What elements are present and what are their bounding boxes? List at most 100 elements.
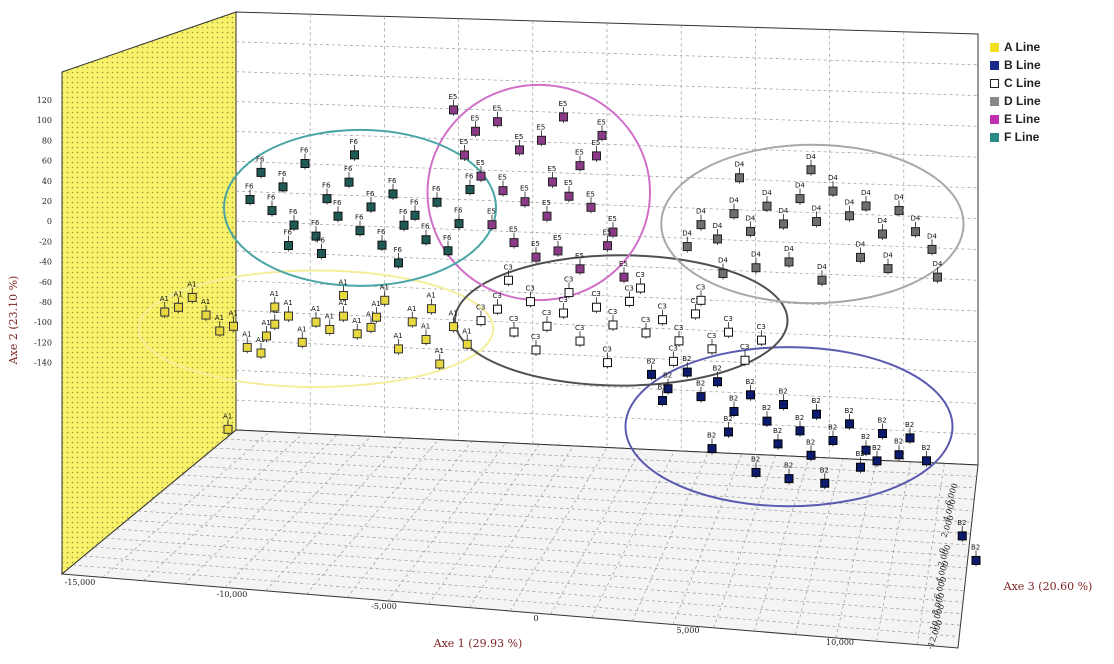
data-point: [410, 210, 420, 220]
point-label: C3: [603, 346, 612, 354]
data-point: [603, 358, 612, 368]
data-point: [509, 327, 519, 337]
point-label: D4: [812, 205, 822, 213]
data-point: [658, 315, 667, 325]
data-point: [504, 275, 513, 285]
point-label: F6: [267, 194, 276, 202]
point-label: A1: [372, 300, 381, 308]
point-label: A1: [262, 319, 271, 327]
data-point: [812, 409, 821, 419]
point-label: B2: [713, 365, 722, 373]
point-label: C3: [476, 304, 485, 312]
point-label: C3: [674, 324, 683, 332]
data-point: [751, 467, 761, 477]
grid-line: [235, 101, 979, 127]
data-point: [592, 302, 601, 312]
legend-swatch: [990, 60, 999, 70]
legend-swatch: [990, 78, 999, 88]
z-tick-label: 0: [937, 547, 947, 555]
data-point: [366, 322, 376, 332]
point-label: A1: [449, 310, 458, 318]
point-label: A1: [339, 299, 348, 307]
point-label: D4: [911, 215, 921, 223]
point-label: F6: [278, 170, 287, 178]
y-tick-label: 100: [37, 116, 52, 125]
data-point: [559, 112, 568, 122]
point-label: A1: [242, 330, 251, 338]
data-point: [229, 321, 238, 331]
point-label: D4: [894, 193, 904, 201]
ellipse-e-line: [426, 83, 651, 302]
data-point: [729, 406, 739, 416]
point-label: B2: [820, 466, 829, 474]
point-label: A1: [174, 290, 183, 298]
data-point: [407, 317, 417, 327]
point-label: C3: [757, 323, 766, 331]
point-label: F6: [355, 214, 364, 222]
data-point: [421, 334, 431, 344]
grid-line: [235, 310, 979, 343]
point-label: D4: [718, 257, 728, 265]
point-label: B2: [806, 438, 815, 446]
data-point: [427, 304, 436, 314]
point-label: C3: [707, 332, 716, 340]
data-point: [729, 209, 739, 219]
point-label: B2: [724, 415, 733, 423]
data-point: [526, 297, 535, 307]
data-point: [262, 331, 271, 341]
legend: A Line B Line C Line D Line E Line F Line: [990, 38, 1100, 146]
data-point: [256, 167, 266, 177]
point-label: B2: [905, 421, 914, 429]
data-point: [542, 321, 552, 331]
point-label: D4: [751, 251, 761, 259]
grid-line: [235, 280, 979, 312]
legend-swatch: [990, 42, 999, 52]
data-point: [707, 344, 717, 354]
data-point: [757, 335, 766, 345]
data-point: [278, 182, 288, 192]
point-label: E5: [603, 229, 612, 237]
data-point: [487, 220, 497, 230]
point-label: A1: [256, 336, 265, 344]
floor: [60, 429, 979, 649]
data-point: [443, 246, 453, 256]
data-point: [625, 296, 634, 306]
ellipse-d-line: [660, 143, 965, 305]
point-label: F6: [300, 147, 309, 155]
y-tick-label: 0: [47, 217, 52, 226]
data-point: [933, 272, 942, 282]
x-tick-label: 10,000: [826, 638, 854, 647]
point-label: C3: [575, 324, 584, 332]
point-label: F6: [245, 183, 254, 191]
data-point: [380, 295, 390, 305]
grid-line: [235, 41, 979, 66]
data-point: [674, 336, 684, 346]
data-point: [564, 288, 574, 298]
y-tick-label: 20: [42, 197, 52, 206]
point-label: F6: [454, 207, 463, 215]
data-point: [242, 342, 252, 352]
grid-line: [83, 555, 961, 626]
y-tick-label: 40: [42, 177, 52, 186]
data-point: [682, 242, 692, 252]
y-tick-label: -140: [34, 359, 52, 368]
data-point: [339, 291, 348, 300]
point-label: A1: [339, 279, 348, 287]
data-point: [350, 150, 359, 160]
point-label: F6: [388, 177, 397, 185]
point-label: A1: [297, 325, 306, 333]
grid-line: [509, 447, 608, 612]
point-label: A1: [366, 310, 375, 318]
legend-label: F Line: [1004, 130, 1040, 144]
data-point: [713, 377, 722, 387]
data-point: [845, 419, 854, 429]
point-label: D4: [713, 222, 723, 230]
point-label: E5: [586, 190, 595, 198]
data-point: [575, 336, 585, 346]
data-point: [603, 241, 612, 251]
grid-line: [148, 501, 969, 557]
legend-label: C Line: [1004, 76, 1041, 90]
point-label: E5: [537, 123, 546, 131]
point-label: D4: [933, 260, 943, 268]
data-point: [465, 185, 475, 195]
